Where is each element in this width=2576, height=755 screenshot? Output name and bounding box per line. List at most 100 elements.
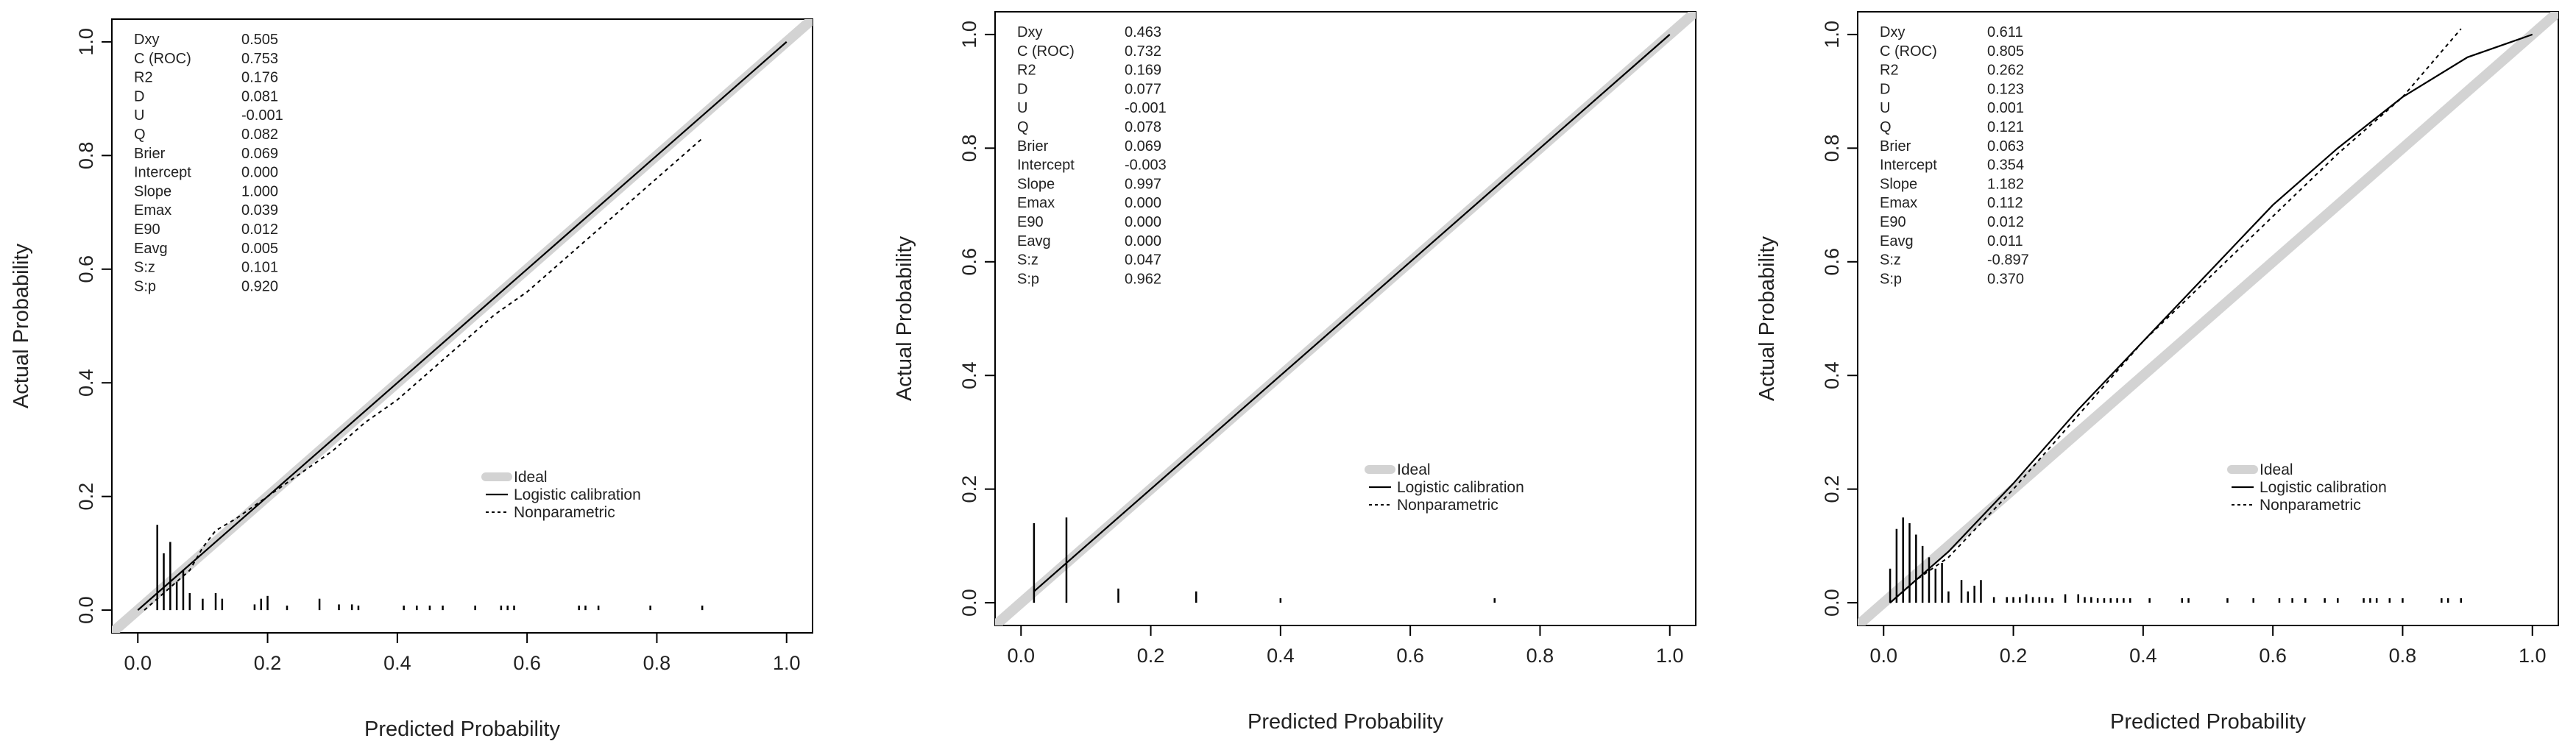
stat-value: 0.012 — [241, 221, 278, 238]
legend-logistic-label: Logistic calibration — [1397, 479, 1524, 496]
stat-label: R2 — [1880, 63, 1899, 79]
x-tick-label: 0.6 — [2259, 645, 2287, 667]
stat-value: 0.112 — [1987, 195, 2023, 211]
stat-label: Dxy — [1017, 24, 1042, 40]
stat-value: -0.001 — [1125, 100, 1167, 116]
y-tick-label: 0.4 — [958, 361, 980, 389]
plot-frame — [994, 11, 1696, 626]
stat-label: E90 — [134, 221, 160, 238]
x-tick-label: 0.0 — [124, 652, 152, 674]
y-tick-label: 0.4 — [75, 369, 97, 397]
y-axis-title: Actual Probability — [10, 243, 33, 408]
stat-value: 0.078 — [1125, 119, 1161, 135]
x-tick-label: 0.6 — [1396, 645, 1424, 667]
stat-value: 0.012 — [1987, 214, 2024, 230]
x-tick-label: 0.0 — [1007, 645, 1035, 667]
x-tick-label: 0.4 — [1267, 645, 1295, 667]
x-axis-title: Predicted Probability — [1248, 710, 1443, 734]
calibration-plot-1: 0.0 0.2 0.4 0.6 0.8 1.0 0.0 0.2 0.4 0.6 0.8 1.0 Pred… — [10, 18, 813, 741]
y-tick-label: 1.0 — [1821, 21, 1843, 49]
y-tick-label: 0.6 — [75, 255, 97, 283]
stat-value: 1.182 — [1987, 176, 2024, 192]
stat-label: S:z — [134, 260, 155, 276]
stat-label: E90 — [1017, 214, 1044, 230]
stat-label: Eavg — [1880, 233, 1914, 249]
stat-label: D — [1880, 81, 1890, 97]
x-tick-label: 0.6 — [513, 652, 541, 674]
stat-label: U — [134, 107, 144, 124]
x-axis-title: Predicted Probability — [364, 717, 560, 741]
stat-label: S:p — [1880, 271, 1902, 287]
legend-ideal-label: Ideal — [514, 469, 548, 486]
stat-value: 0.611 — [1987, 24, 2023, 40]
x-tick-label: 0.2 — [2000, 645, 2028, 667]
x-tick-label: 1.0 — [2519, 645, 2547, 667]
stat-label: Eavg — [1017, 233, 1051, 249]
stat-value: 0.000 — [1125, 195, 1161, 211]
logistic-calibration-line — [137, 41, 788, 611]
calibration-plot-3: 0.0 0.2 0.4 0.6 0.8 1.0 0.0 0.2 0.4 0.6 0.8 1.0 Pred… — [1755, 11, 2559, 734]
stat-value: 1.000 — [241, 183, 278, 199]
y-tick-label: 0.2 — [958, 475, 980, 503]
stat-value: 0.176 — [241, 70, 278, 86]
stat-value: 0.000 — [241, 165, 278, 181]
y-tick-label: 0.2 — [75, 483, 97, 511]
legend-ideal-label: Ideal — [2260, 461, 2293, 478]
y-tick-label: 0.8 — [1821, 135, 1843, 163]
stat-label: D — [134, 88, 144, 104]
stat-value: 0.001 — [1987, 100, 2024, 116]
x-tick-label: 1.0 — [773, 652, 801, 674]
stat-label: Dxy — [1880, 24, 1905, 40]
nonparametric-line — [1889, 28, 2462, 603]
stat-value: 0.805 — [1987, 43, 2024, 60]
stat-value: 0.047 — [1125, 252, 1161, 269]
y-tick-label: 0.0 — [1821, 589, 1843, 617]
stat-label: Slope — [1880, 176, 1917, 192]
y-tick-label: 0.8 — [958, 135, 980, 163]
stat-value: -0.003 — [1125, 157, 1167, 174]
stat-value: 0.262 — [1987, 63, 2024, 79]
nonparametric-line — [144, 138, 703, 611]
stat-value: 0.069 — [241, 146, 278, 162]
stat-value: 0.011 — [1987, 233, 2023, 249]
stat-label: R2 — [1017, 63, 1036, 79]
legend-nonparametric-label: Nonparametric — [2260, 497, 2361, 514]
legend-ideal-label: Ideal — [1397, 461, 1431, 478]
stat-value: 0.920 — [241, 278, 278, 294]
ideal-line — [1858, 12, 2558, 625]
stat-label: S:z — [1880, 252, 1901, 269]
stat-value: 0.169 — [1125, 63, 1161, 79]
y-axis-title: Actual Probability — [1755, 235, 1779, 401]
y-tick-label: 0.4 — [1821, 361, 1843, 389]
y-tick-label: 0.0 — [958, 589, 980, 617]
stat-value: 0.463 — [1125, 24, 1161, 40]
legend-logistic-label: Logistic calibration — [2260, 479, 2387, 496]
x-tick-label: 0.2 — [254, 652, 282, 674]
stat-label: Slope — [134, 183, 171, 199]
stat-label: S:p — [134, 278, 156, 294]
y-tick-label: 1.0 — [958, 21, 980, 49]
stat-value: 0.082 — [241, 127, 278, 143]
y-tick-label: 0.6 — [958, 248, 980, 276]
stat-label: Q — [1880, 119, 1892, 135]
stat-label: Q — [134, 127, 146, 143]
stat-value: -0.001 — [241, 107, 283, 124]
stat-label: C (ROC) — [1017, 43, 1075, 60]
stat-label: S:z — [1017, 252, 1038, 269]
stat-value: 0.997 — [1125, 176, 1161, 192]
stat-label: R2 — [134, 70, 153, 86]
stat-label: U — [1880, 100, 1890, 116]
x-tick-label: 0.2 — [1137, 645, 1165, 667]
stat-label: C (ROC) — [134, 51, 191, 67]
legend-nonparametric-label: Nonparametric — [514, 504, 615, 521]
y-tick-label: 0.0 — [75, 596, 97, 624]
stat-value: 0.101 — [241, 260, 278, 276]
stat-value: 0.732 — [1125, 43, 1161, 60]
plot-area — [995, 12, 1696, 625]
stat-label: Q — [1017, 119, 1029, 135]
x-tick-label: 0.0 — [1869, 645, 1897, 667]
stat-label: Eavg — [134, 241, 168, 257]
stat-label: Emax — [1880, 195, 1917, 211]
stat-label: D — [1017, 81, 1027, 97]
stat-value: 0.354 — [1987, 157, 2024, 174]
